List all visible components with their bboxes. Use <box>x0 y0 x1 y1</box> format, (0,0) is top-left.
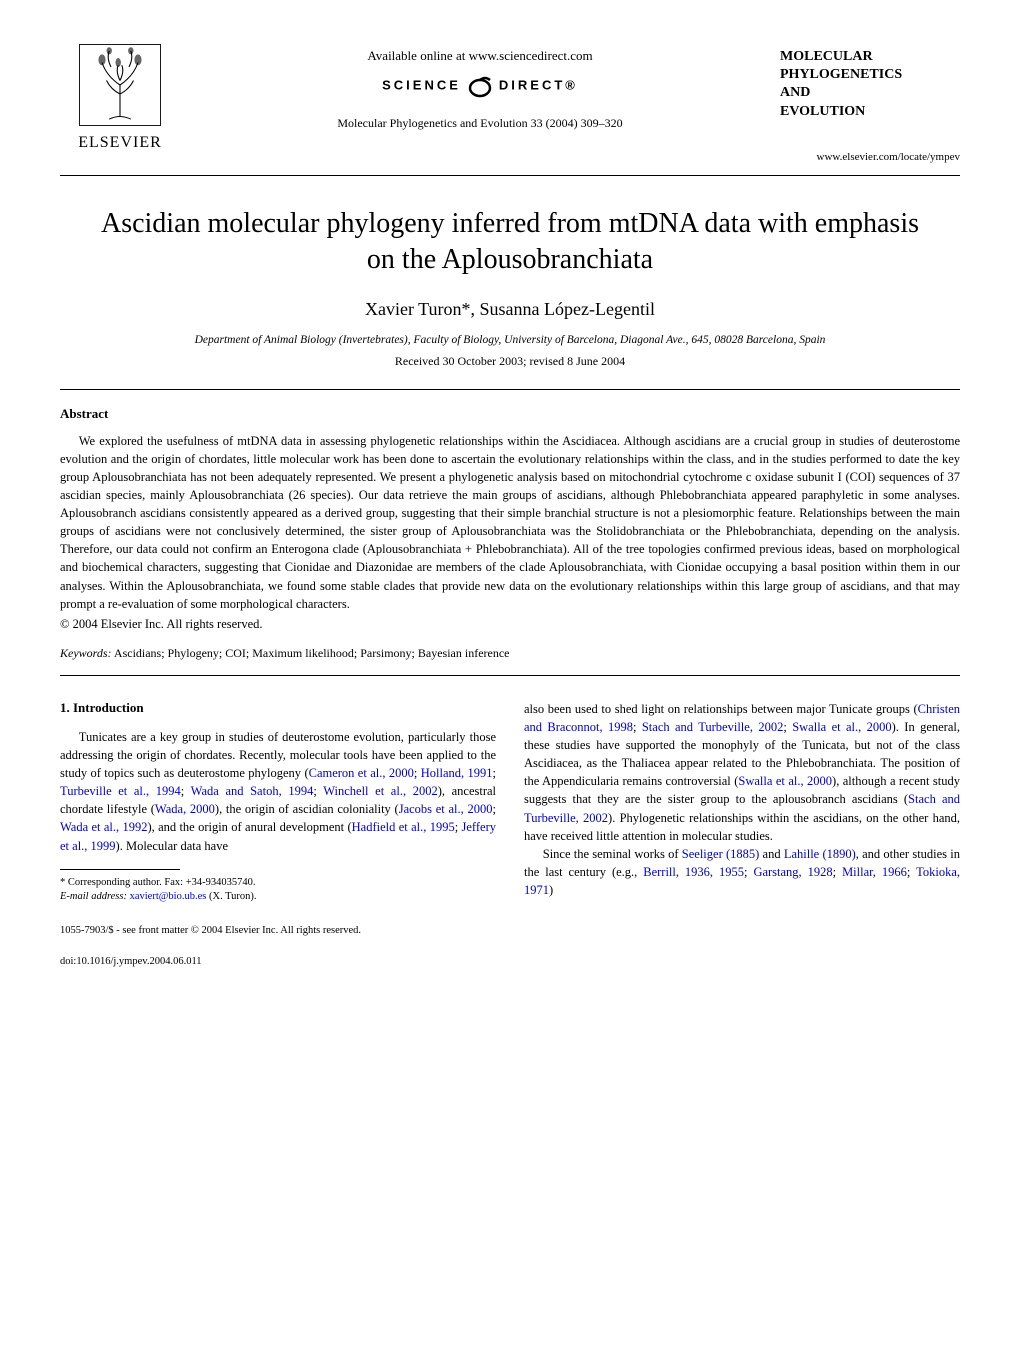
citation-link[interactable]: Lahille (1890) <box>784 847 856 861</box>
intro-paragraph-2: Since the seminal works of Seeliger (188… <box>524 845 960 899</box>
keywords-label: Keywords: <box>60 646 112 660</box>
introduction-heading: 1. Introduction <box>60 700 496 716</box>
elsevier-tree-logo <box>75 40 165 130</box>
citation-link[interactable]: Millar, 1966 <box>842 865 907 879</box>
sd-left: SCIENCE <box>382 78 461 93</box>
journal-name-line4: EVOLUTION <box>780 103 960 121</box>
citation-link[interactable]: Holland, 1991 <box>421 766 493 780</box>
abstract-bottom-rule <box>60 675 960 676</box>
right-header: MOLECULAR PHYLOGENETICS AND EVOLUTION ww… <box>780 40 960 163</box>
citation-link[interactable]: Wada, 2000 <box>155 802 215 816</box>
citation-link[interactable]: Berrill, 1936, 1955 <box>643 865 744 879</box>
left-column: 1. Introduction Tunicates are a key grou… <box>60 700 496 905</box>
intro-paragraph-1-cont: also been used to shed light on relation… <box>524 700 960 845</box>
email-footnote: E-mail address: xaviert@bio.ub.es (X. Tu… <box>60 890 496 905</box>
email-link[interactable]: xaviert@bio.ub.es <box>130 891 207 902</box>
keywords: Keywords: Ascidians; Phylogeny; COI; Max… <box>60 646 960 661</box>
journal-name-line1: MOLECULAR <box>780 48 960 66</box>
citation-link[interactable]: Seeliger (1885) <box>682 847 760 861</box>
intro-paragraph-1: Tunicates are a key group in studies of … <box>60 728 496 855</box>
page-header: ELSEVIER Available online at www.science… <box>60 40 960 163</box>
citation-link[interactable]: Hadfield et al., 1995 <box>352 820 455 834</box>
citation-link[interactable]: Wada and Satoh, 1994 <box>191 784 314 798</box>
authors: Xavier Turon*, Susanna López-Legentil <box>60 299 960 320</box>
center-header: Available online at www.sciencedirect.co… <box>180 40 780 131</box>
citation-link[interactable]: Cameron et al., 2000 <box>309 766 414 780</box>
publisher-name: ELSEVIER <box>78 134 162 152</box>
doi-line: doi:10.1016/j.ympev.2004.06.011 <box>60 956 960 967</box>
citation-link[interactable]: Swalla et al., 2000 <box>792 720 891 734</box>
affiliation: Department of Animal Biology (Invertebra… <box>60 334 960 346</box>
journal-reference: Molecular Phylogenetics and Evolution 33… <box>180 116 780 131</box>
email-label: E-mail address: <box>60 891 130 902</box>
received-dates: Received 30 October 2003; revised 8 June… <box>60 354 960 369</box>
available-online-text: Available online at www.sciencedirect.co… <box>180 48 780 64</box>
citation-link[interactable]: Turbeville et al., 1994 <box>60 784 181 798</box>
right-column: also been used to shed light on relation… <box>524 700 960 905</box>
body-columns: 1. Introduction Tunicates are a key grou… <box>60 700 960 905</box>
email-suffix: (X. Turon). <box>206 891 256 902</box>
footnote-separator <box>60 869 180 870</box>
citation-link[interactable]: Winchell et al., 2002 <box>323 784 437 798</box>
journal-name-line3: AND <box>780 84 960 102</box>
publisher-block: ELSEVIER <box>60 40 180 152</box>
citation-link[interactable]: Jacobs et al., 2000 <box>399 802 493 816</box>
corresponding-author-footnote: * Corresponding author. Fax: +34-9340357… <box>60 876 496 891</box>
header-rule <box>60 175 960 176</box>
journal-url: www.elsevier.com/locate/ympev <box>780 151 960 163</box>
abstract-copyright: © 2004 Elsevier Inc. All rights reserved… <box>60 617 960 632</box>
sciencedirect-logo: SCIENCE DIRECT® <box>180 74 780 98</box>
citation-link[interactable]: Garstang, 1928 <box>753 865 832 879</box>
citation-link[interactable]: Wada et al., 1992 <box>60 820 147 834</box>
sd-right: DIRECT® <box>499 78 578 93</box>
journal-name-line2: PHYLOGENETICS <box>780 66 960 84</box>
citation-link[interactable]: Stach and Turbeville, 2002 <box>642 720 783 734</box>
keywords-content: Ascidians; Phylogeny; COI; Maximum likel… <box>112 646 510 660</box>
abstract-heading: Abstract <box>60 406 960 422</box>
abstract-top-rule <box>60 389 960 390</box>
article-title: Ascidian molecular phylogeny inferred fr… <box>100 206 920 279</box>
front-matter-line: 1055-7903/$ - see front matter © 2004 El… <box>60 925 960 936</box>
sciencedirect-swoosh-icon <box>465 74 495 98</box>
abstract-body: We explored the usefulness of mtDNA data… <box>60 432 960 613</box>
citation-link[interactable]: Swalla et al., 2000 <box>738 774 832 788</box>
